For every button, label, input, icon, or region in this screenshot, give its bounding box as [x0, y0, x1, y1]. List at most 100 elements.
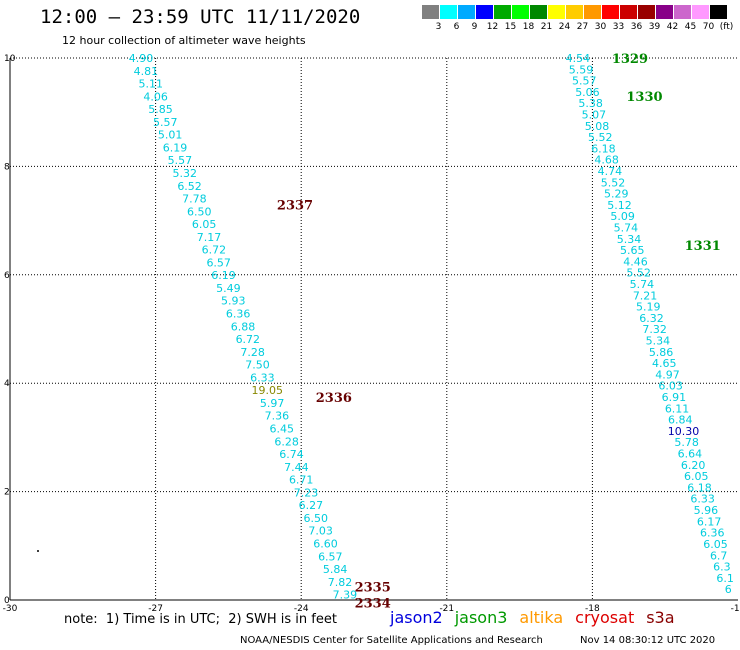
- y-tick-label: 2: [4, 488, 10, 498]
- credit-line: NOAA/NESDIS Center for Satellite Applica…: [240, 635, 543, 646]
- wave-height-label: 6.91: [662, 391, 687, 404]
- satellite-label-s3a: s3a: [646, 608, 675, 627]
- scale-swatch: [548, 5, 565, 19]
- wave-height-label: 6.32: [639, 312, 664, 325]
- wave-height-label: 4.90: [129, 52, 154, 65]
- pass-time-label: 1329: [612, 52, 648, 67]
- wave-height-label: 6.72: [202, 244, 227, 257]
- wave-height-label: 5.32: [172, 167, 197, 180]
- wave-height-label: 6.50: [187, 205, 212, 218]
- wave-height-label: 5.34: [646, 335, 671, 348]
- scale-label: 33: [612, 22, 625, 32]
- wave-height-label: 4.54: [566, 52, 591, 65]
- pass-time-label: 2334: [355, 597, 391, 612]
- wave-height-label: 5.01: [158, 129, 183, 142]
- wave-height-label: 5.97: [260, 397, 285, 410]
- scale-label: 21: [540, 22, 553, 32]
- wave-height-label: 6.36: [700, 527, 725, 540]
- wave-height-label: 5.49: [216, 282, 241, 295]
- wave-height-label: 7.82: [328, 576, 353, 589]
- scale-label: 3: [435, 22, 442, 32]
- page-title: 12:00 – 23:59 UTC 11/11/2020: [40, 6, 361, 28]
- wave-height-label: 6.11: [665, 402, 690, 415]
- wave-height-label: 5.84: [323, 563, 348, 576]
- wave-height-label: 6.84: [668, 414, 693, 427]
- scale-label: 24: [558, 22, 571, 32]
- x-tick-label: -21: [439, 604, 454, 614]
- wave-height-label: 4.68: [594, 154, 619, 167]
- x-tick-label: -27: [148, 604, 163, 614]
- wave-height-label: 6.19: [163, 141, 188, 154]
- wave-height-label: 7.21: [633, 289, 658, 302]
- wave-height-label: 6.71: [289, 474, 314, 487]
- wave-height-label: 5.74: [614, 222, 639, 235]
- wave-height-label: 4.06: [143, 90, 168, 103]
- wave-height-label: 6.60: [313, 537, 338, 550]
- wave-height-label: 6.17: [697, 515, 722, 528]
- scale-swatch: [710, 5, 727, 19]
- wave-height-label: 19.05: [251, 384, 283, 397]
- wave-height-label: 5.52: [588, 131, 613, 144]
- wave-height-label: 5.19: [636, 301, 661, 314]
- scale-swatch: [638, 5, 655, 19]
- scale-label: 39: [648, 22, 661, 32]
- wave-height-label: 5.29: [604, 188, 629, 201]
- wave-height-label: 7.23: [294, 486, 319, 499]
- wave-height-label: 7.28: [240, 346, 265, 359]
- wave-height-label: 5.65: [620, 244, 645, 257]
- x-tick-label: -30: [3, 604, 18, 614]
- scale-swatch: [494, 5, 511, 19]
- wave-height-label: 6.05: [192, 218, 217, 231]
- scale-swatch: [530, 5, 547, 19]
- pass-time-label: 1331: [685, 239, 721, 254]
- wave-height-label: 5.59: [569, 63, 594, 76]
- wave-height-label: 6.1: [716, 572, 734, 585]
- wave-height-label: 6.20: [681, 459, 706, 472]
- satellite-label-jason3: jason3: [454, 608, 508, 627]
- wave-height-label: 7.36: [265, 410, 290, 423]
- wave-height-label: 6.18: [591, 142, 616, 155]
- scale-swatch: [602, 5, 619, 19]
- scale-label: 9: [471, 22, 478, 32]
- wave-height-label: 5.57: [168, 154, 193, 167]
- satellite-label-cryosat: cryosat: [575, 608, 635, 627]
- wave-height-label: 7.44: [284, 461, 309, 474]
- wave-height-label: 5.85: [148, 103, 173, 116]
- x-tick-label: -24: [294, 604, 309, 614]
- wave-height-label: 6.33: [250, 371, 275, 384]
- wave-height-label: 7.50: [245, 359, 270, 372]
- marker-dot: [37, 550, 39, 552]
- scale-swatch: [512, 5, 529, 19]
- wave-height-label: 6.72: [236, 333, 261, 346]
- scale-label: 15: [504, 22, 517, 32]
- scale-label: 30: [594, 22, 607, 32]
- wave-height-label: 5.96: [694, 504, 719, 517]
- scale-swatch: [476, 5, 493, 19]
- scale-swatch: [458, 5, 475, 19]
- generated-timestamp: Nov 14 08:30:12 UTC 2020: [580, 635, 716, 646]
- wave-height-label: 6.05: [684, 470, 709, 483]
- scale-label: 18: [522, 22, 535, 32]
- page-subtitle: 12 hour collection of altimeter wave hei…: [62, 34, 306, 47]
- wave-height-label: 6.28: [274, 435, 299, 448]
- wave-height-label: 5.52: [601, 176, 626, 189]
- x-tick-label: -15: [731, 604, 740, 614]
- wave-height-label: 4.74: [598, 165, 623, 178]
- scale-label: 6: [453, 22, 460, 32]
- wave-height-label: 5.74: [630, 278, 655, 291]
- wave-height-label: 7.39: [333, 589, 358, 602]
- wave-height-label: 6: [725, 583, 732, 596]
- wave-height-label: 6.57: [206, 256, 231, 269]
- footnote: note: 1) Time is in UTC; 2) SWH is in fe…: [64, 612, 337, 627]
- wave-height-label: 4.46: [623, 255, 648, 268]
- wave-height-label: 6.74: [279, 448, 304, 461]
- wave-height-label: 6.36: [226, 308, 251, 321]
- y-tick-label: 6: [4, 271, 10, 281]
- scale-swatch: [422, 5, 439, 19]
- y-tick-label: 4: [4, 379, 10, 389]
- satellite-label-altika: altika: [519, 608, 564, 627]
- wave-height-label: 5.86: [649, 346, 674, 359]
- wave-height-label: 5.09: [610, 210, 635, 223]
- wave-height-label: 4.97: [655, 368, 680, 381]
- wave-height-label: 5.07: [582, 109, 607, 122]
